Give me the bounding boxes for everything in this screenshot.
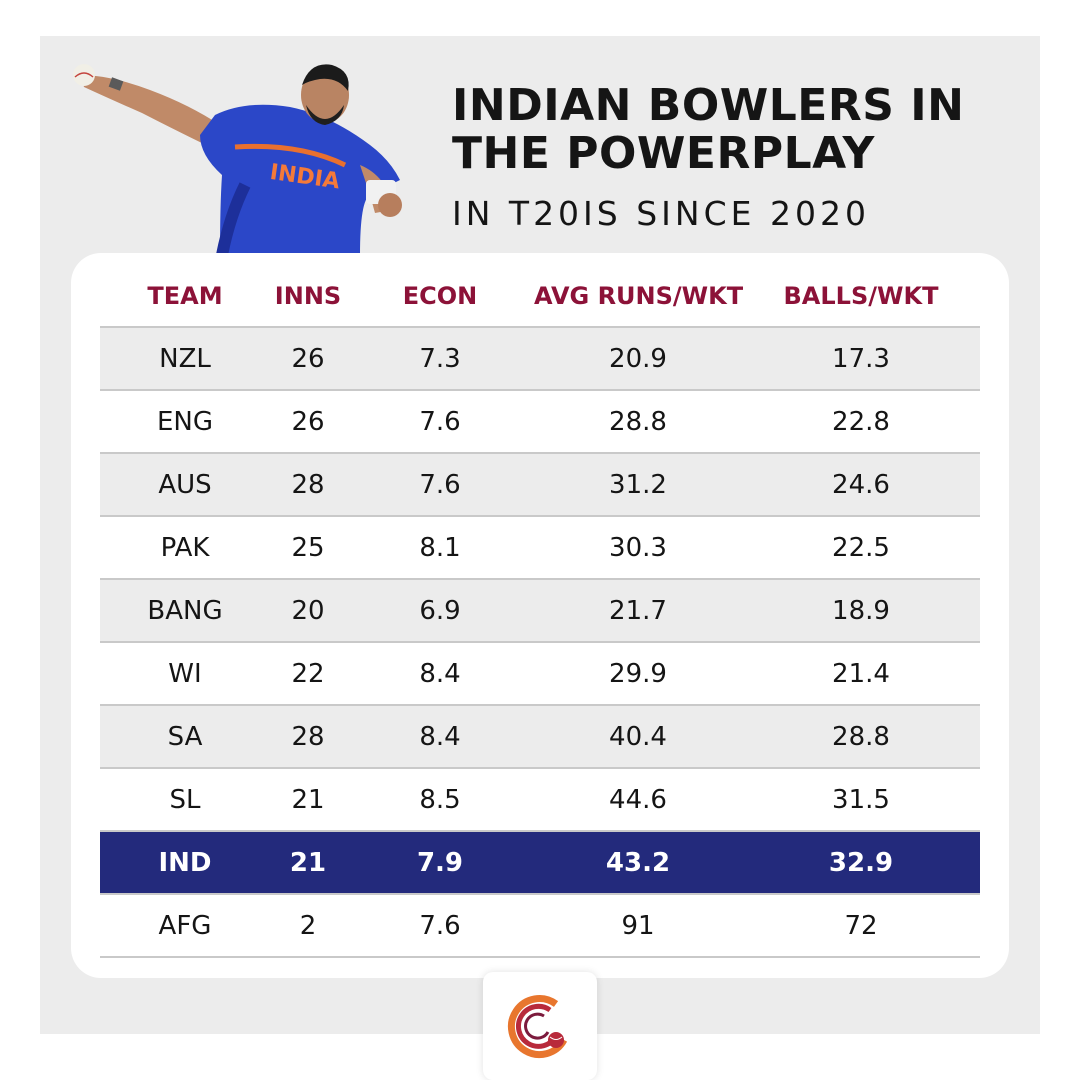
stat-cell: 28: [270, 705, 346, 769]
stat-cell: 8.1: [346, 516, 534, 580]
stat-cell: 72: [742, 894, 980, 958]
brand-logo-icon: [507, 995, 568, 1059]
stat-cell: 2: [270, 894, 346, 958]
team-cell: PAK: [100, 516, 270, 580]
stat-cell: 21.7: [534, 579, 742, 643]
stat-cell: 6.9: [346, 579, 534, 643]
header-row: TEAM INNS ECON AVG RUNS/WKT BALLS/WKT: [100, 266, 980, 328]
stat-cell: 17.3: [742, 327, 980, 391]
table-header: TEAM INNS ECON AVG RUNS/WKT BALLS/WKT: [100, 266, 980, 328]
table-row: SL 21 8.5 44.6 31.5: [100, 768, 980, 832]
team-cell: BANG: [100, 579, 270, 643]
stat-cell: 8.4: [346, 642, 534, 706]
team-cell: NZL: [100, 327, 270, 391]
stat-cell: 91: [534, 894, 742, 958]
stat-cell: 21.4: [742, 642, 980, 706]
table-row: BANG 20 6.9 21.7 18.9: [100, 579, 980, 643]
stat-cell: 31.5: [742, 768, 980, 832]
stat-cell: 21: [270, 831, 346, 895]
table-row: IND 21 7.9 43.2 32.9: [100, 831, 980, 895]
stat-cell: 28.8: [534, 390, 742, 454]
stat-cell: 7.6: [346, 453, 534, 517]
stat-cell: 22.5: [742, 516, 980, 580]
page-title: INDIAN BOWLERS IN THE POWERPLAY: [452, 82, 964, 178]
stat-cell: 8.5: [346, 768, 534, 832]
stat-cell: 44.6: [534, 768, 742, 832]
team-cell: IND: [100, 831, 270, 895]
stat-cell: 31.2: [534, 453, 742, 517]
title-line-1: INDIAN BOWLERS IN: [452, 80, 965, 131]
title-line-2: THE POWERPLAY: [452, 128, 875, 179]
stat-cell: 20.9: [534, 327, 742, 391]
table-row: PAK 25 8.1 30.3 22.5: [100, 516, 980, 580]
team-cell: SA: [100, 705, 270, 769]
stat-cell: 32.9: [742, 831, 980, 895]
table-row: NZL 26 7.3 20.9 17.3: [100, 327, 980, 391]
subtitle: IN T20IS SINCE 2020: [452, 194, 870, 233]
stats-table: TEAM INNS ECON AVG RUNS/WKT BALLS/WKT NZ…: [100, 266, 980, 958]
table-row: SA 28 8.4 40.4 28.8: [100, 705, 980, 769]
stat-cell: 18.9: [742, 579, 980, 643]
team-cell: WI: [100, 642, 270, 706]
stat-cell: 29.9: [534, 642, 742, 706]
stat-cell: 7.6: [346, 390, 534, 454]
team-cell: AFG: [100, 894, 270, 958]
table-row: WI 22 8.4 29.9 21.4: [100, 642, 980, 706]
bowler-image-icon: INDIA: [73, 64, 402, 255]
stat-cell: 43.2: [534, 831, 742, 895]
stat-cell: 25: [270, 516, 346, 580]
stat-cell: 30.3: [534, 516, 742, 580]
team-cell: SL: [100, 768, 270, 832]
stat-cell: 21: [270, 768, 346, 832]
table-body: NZL 26 7.3 20.9 17.3 ENG 26 7.6 28.8 22.8 AUS 28 7.6…: [100, 327, 980, 958]
header-cell: TEAM: [100, 266, 270, 328]
stat-cell: 22: [270, 642, 346, 706]
stat-cell: 26: [270, 327, 346, 391]
stat-cell: 28.8: [742, 705, 980, 769]
table-row: AUS 28 7.6 31.2 24.6: [100, 453, 980, 517]
header-cell: INNS: [270, 266, 346, 328]
header-cell: AVG RUNS/WKT: [534, 266, 743, 328]
header-cell: BALLS/WKT: [742, 266, 980, 328]
brand-logo: [483, 972, 597, 1080]
stat-cell: 24.6: [742, 453, 980, 517]
table-row: ENG 26 7.6 28.8 22.8: [100, 390, 980, 454]
table-row: AFG 2 7.6 91 72: [100, 894, 980, 958]
stat-cell: 7.9: [346, 831, 534, 895]
team-cell: ENG: [100, 390, 270, 454]
stat-cell: 20: [270, 579, 346, 643]
stat-cell: 7.6: [346, 894, 534, 958]
stat-cell: 28: [270, 453, 346, 517]
stat-cell: 40.4: [534, 705, 742, 769]
stat-cell: 22.8: [742, 390, 980, 454]
stat-cell: 26: [270, 390, 346, 454]
team-cell: AUS: [100, 453, 270, 517]
header-cell: ECON: [346, 266, 534, 328]
stat-cell: 7.3: [346, 327, 534, 391]
stat-cell: 8.4: [346, 705, 534, 769]
